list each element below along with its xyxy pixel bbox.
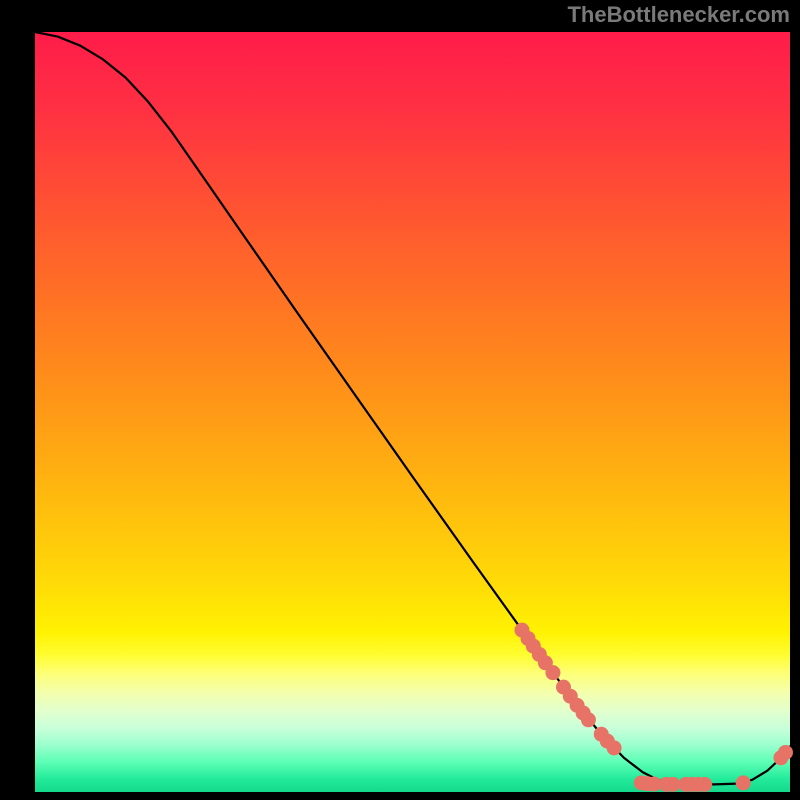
data-point — [697, 777, 712, 792]
chart-stage: TheBottlenecker.com — [0, 0, 800, 800]
data-point — [581, 712, 596, 727]
data-point — [545, 665, 560, 680]
data-point — [607, 740, 622, 755]
data-point — [778, 745, 793, 760]
chart-svg — [0, 0, 800, 800]
data-point — [736, 775, 751, 790]
watermark-text: TheBottlenecker.com — [567, 2, 790, 28]
data-point — [665, 777, 680, 792]
plot-background — [35, 32, 790, 792]
